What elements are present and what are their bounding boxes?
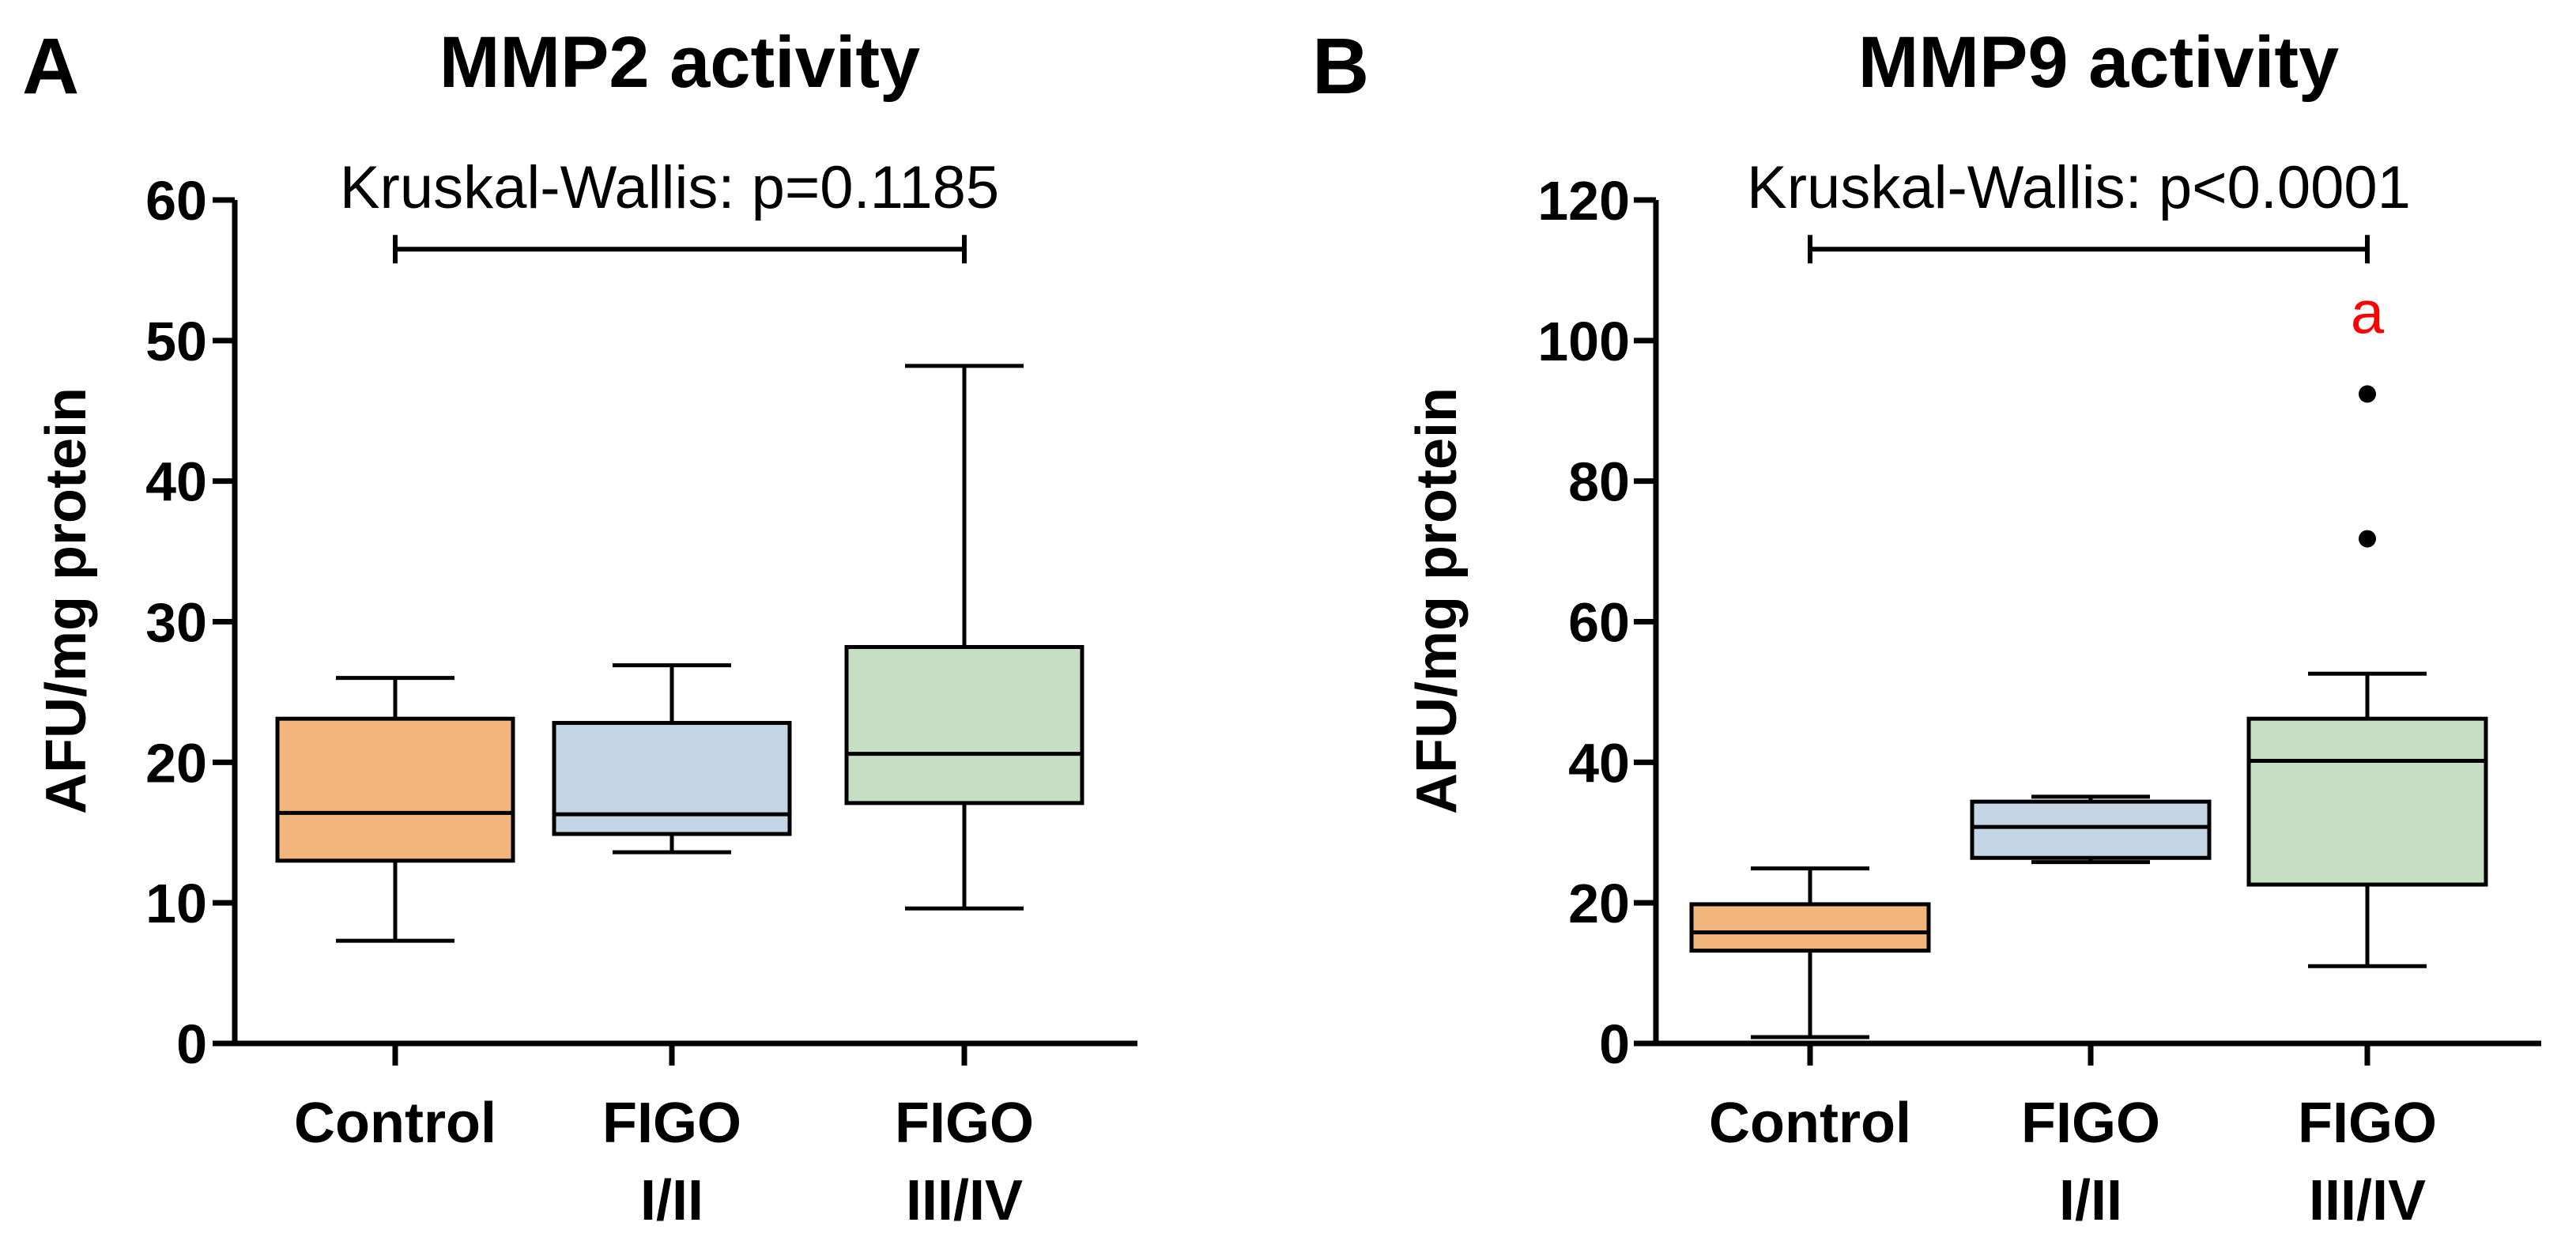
- box-2: [844, 645, 1084, 805]
- y-tick-label: 10: [145, 873, 207, 934]
- panel-label: A: [22, 22, 79, 111]
- panel-label: B: [1312, 22, 1369, 111]
- x-tick-label: FIGO: [2021, 1092, 2160, 1155]
- x-tick-label: FIGO: [602, 1092, 741, 1155]
- annotation-text: Kruskal-Wallis: p=0.1185: [340, 154, 999, 221]
- box-0: [1689, 902, 1931, 953]
- chart-title: MMP9 activity: [1858, 22, 2339, 103]
- box-0: [275, 716, 515, 863]
- y-tick-label: 20: [145, 732, 207, 794]
- outlier-point: [2359, 530, 2376, 548]
- x-tick-label: FIGO: [2298, 1092, 2437, 1155]
- y-tick-label: 40: [1568, 732, 1630, 794]
- y-tick-label: 0: [176, 1013, 207, 1075]
- outlier-point: [2359, 385, 2376, 403]
- y-tick-label: 100: [1537, 311, 1630, 372]
- y-axis-label: AFU/mg protein: [35, 387, 98, 814]
- y-tick-label: 80: [1568, 451, 1630, 513]
- chart-title: MMP2 activity: [439, 22, 920, 103]
- panel-mmp2: A MMP2 activity AFU/mg protein Kruskal-W…: [22, 22, 1137, 1232]
- x-tick-label-line2: III/IV: [2309, 1169, 2426, 1232]
- significance-mark: a: [2351, 280, 2385, 347]
- y-tick-label: 60: [1568, 592, 1630, 654]
- box-2: [2246, 716, 2488, 887]
- box-1: [552, 721, 792, 836]
- annotation-text: Kruskal-Wallis: p<0.0001: [1747, 154, 2411, 221]
- y-tick-label: 120: [1537, 170, 1630, 232]
- y-tick-label: 20: [1568, 873, 1630, 934]
- y-axis-label: AFU/mg protein: [1405, 387, 1469, 814]
- y-tick-label: 0: [1599, 1013, 1630, 1075]
- y-tick-label: 50: [145, 311, 207, 372]
- y-tick-label: 60: [145, 170, 207, 232]
- x-tick-label: Control: [1709, 1092, 1911, 1155]
- y-tick-label: 40: [145, 451, 207, 513]
- x-tick-label-line2: I/II: [640, 1169, 703, 1232]
- y-tick-label: 30: [145, 592, 207, 654]
- x-tick-label: Control: [294, 1092, 496, 1155]
- x-tick-label: FIGO: [895, 1092, 1034, 1155]
- x-tick-label-line2: III/IV: [906, 1169, 1023, 1232]
- box-1: [1970, 799, 2212, 860]
- panel-mmp9: B MMP9 activity AFU/mg protein Kruskal-W…: [1312, 22, 2541, 1232]
- x-tick-label-line2: I/II: [2059, 1169, 2122, 1232]
